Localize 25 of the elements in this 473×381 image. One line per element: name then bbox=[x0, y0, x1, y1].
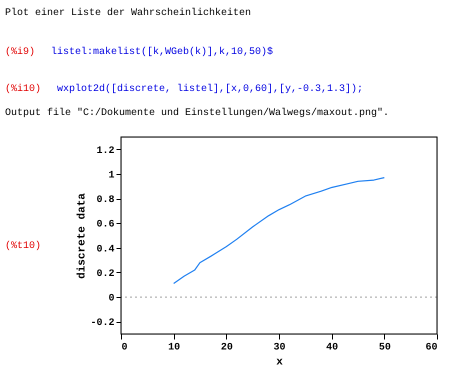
x-tick-label: 50 bbox=[378, 342, 391, 354]
text: listel:makelist([k,WGeb(k)],k,10,50)$ bbox=[51, 46, 274, 58]
y-axis-title: discrete data bbox=[76, 192, 88, 279]
x-tick-label: 0 bbox=[122, 342, 128, 354]
y-tick-label: 1 bbox=[108, 170, 114, 182]
x-tick-label: 40 bbox=[326, 342, 338, 354]
text: (%t10) bbox=[5, 240, 42, 252]
text: (%i9) bbox=[5, 46, 36, 58]
y-tick-label: 0.2 bbox=[96, 268, 114, 280]
text: (%i10) bbox=[5, 83, 42, 95]
line-series bbox=[173, 177, 385, 284]
y-tick-label: 0.4 bbox=[96, 244, 114, 256]
y-tick-label: -0.2 bbox=[90, 318, 114, 330]
text: Output file "C:/Dokumente und Einstellungen/Walwegs/maxout.png". bbox=[5, 107, 390, 119]
x-tick-label: 20 bbox=[220, 342, 233, 354]
y-tick-label: 1.2 bbox=[96, 146, 114, 157]
y-tick-label: 0 bbox=[108, 294, 114, 305]
text: wxplot2d([discrete, listel],[x,0,60],[y,-0.3,1.3]); bbox=[57, 83, 364, 95]
y-tick-label: 0.6 bbox=[96, 220, 114, 231]
y-tick-label: 0.8 bbox=[96, 195, 114, 206]
x-tick-label: 10 bbox=[168, 342, 180, 354]
x-tick-label: 30 bbox=[273, 342, 286, 354]
chart-title: Plot einer Liste der Wahrscheinlichkeiten bbox=[5, 7, 252, 19]
x-tick-label: 60 bbox=[425, 342, 438, 354]
x-axis-title: x bbox=[276, 356, 284, 368]
